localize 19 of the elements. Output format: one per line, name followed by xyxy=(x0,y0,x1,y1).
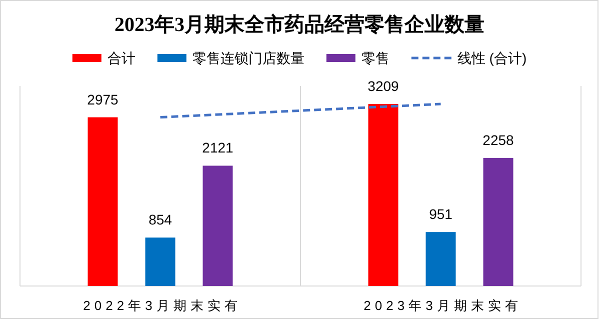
bar xyxy=(426,232,456,286)
legend-label: 合计 xyxy=(107,50,136,66)
x-tick-label: 2023年3月期末实有 xyxy=(364,298,522,313)
data-label: 951 xyxy=(429,206,453,222)
x-tick-label: 2022年3月期末实有 xyxy=(83,298,242,313)
chart-title: 2023年3月期末全市药品经营零售企业数量 xyxy=(114,13,484,36)
legend-label: 线性 (合计) xyxy=(457,50,527,66)
data-label: 2121 xyxy=(202,140,234,156)
bar xyxy=(368,104,398,286)
legend-label: 零售连锁门店数量 xyxy=(192,50,304,66)
legend-label: 零售 xyxy=(361,50,390,66)
bar xyxy=(88,117,118,286)
data-label: 854 xyxy=(148,212,172,228)
data-label: 2975 xyxy=(87,91,119,108)
bar xyxy=(145,238,176,286)
data-label: 3209 xyxy=(368,78,400,94)
data-label: 2258 xyxy=(482,132,514,148)
bar xyxy=(202,166,233,286)
bar xyxy=(483,158,514,286)
